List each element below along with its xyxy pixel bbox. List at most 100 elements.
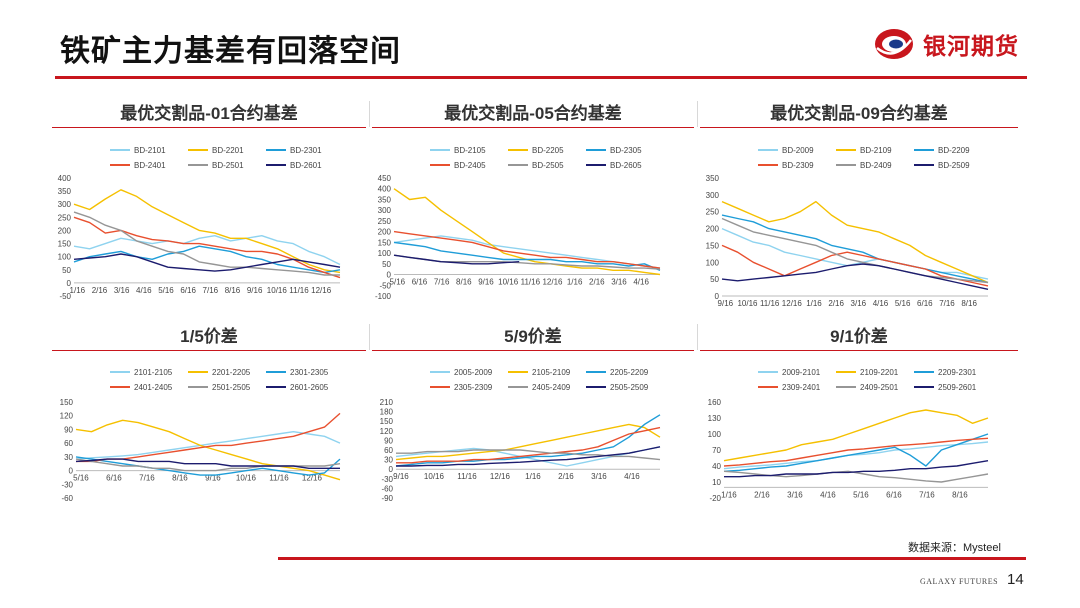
chart-panel-c5: 2005-2009 2105-2109 2205-2209 2305-2309 2405… (372, 358, 672, 538)
x-tick-label: 11/16 (457, 472, 477, 481)
y-tick-label: -50 (59, 292, 71, 301)
legend-label: 2209-2301 (938, 368, 977, 377)
y-tick-label: 150 (60, 398, 74, 407)
x-tick-label: 2/16 (754, 490, 770, 499)
series-line-BD-2101 (73, 235, 341, 266)
x-tick-label: 7/16 (203, 286, 219, 295)
x-tick-label: 6/16 (106, 474, 122, 483)
x-tick-label: 1/16 (70, 286, 86, 295)
y-tick-label: 50 (382, 260, 391, 269)
x-tick-label: 11/16 (760, 299, 780, 308)
y-tick-label: -50 (379, 281, 391, 290)
x-tick-label: 5/16 (73, 474, 89, 483)
y-tick-label: 350 (706, 174, 720, 183)
legend-label: 2505-2509 (610, 383, 649, 392)
series-line-BD-2201 (73, 189, 341, 274)
legend-label: BD-2605 (610, 161, 642, 170)
x-tick-label: 4/16 (820, 490, 836, 499)
y-tick-label: 400 (378, 185, 392, 194)
x-tick-label: 11/16 (521, 278, 541, 287)
y-tick-label: 100 (58, 253, 72, 262)
section-rule-3 (700, 126, 1018, 128)
x-tick-label: 9/16 (718, 299, 734, 308)
x-tick-label: 5/16 (158, 286, 174, 295)
chart-title-c6: 9/1价差 (700, 324, 1018, 350)
y-tick-label: 210 (380, 398, 394, 407)
section-separator (697, 324, 698, 350)
series-line-2209-2301 (723, 433, 989, 472)
legend-label: BD-2205 (532, 146, 564, 155)
y-tick-label: 50 (710, 275, 719, 284)
series-line-2309-2401 (723, 437, 989, 467)
series-line-BD-2501 (73, 211, 340, 276)
y-tick-label: 0 (715, 292, 720, 301)
company-logo: 银河期货 (873, 26, 1019, 62)
legend-label: BD-2305 (610, 146, 642, 155)
x-tick-label: 7/16 (434, 278, 450, 287)
y-tick-label: 60 (64, 439, 73, 448)
chart-title-c5: 5/9价差 (372, 324, 694, 350)
x-tick-label: 2/16 (92, 286, 108, 295)
y-tick-label: 250 (58, 213, 72, 222)
legend-label: BD-2601 (290, 161, 322, 170)
legend-label: BD-2409 (860, 161, 892, 170)
section-rule-4 (52, 349, 366, 351)
x-tick-label: 4/16 (633, 278, 649, 287)
legend-label: 2201-2205 (212, 368, 251, 377)
x-tick-label: 5/16 (895, 299, 911, 308)
y-tick-label: 70 (712, 446, 721, 455)
section-rule-2 (372, 126, 694, 128)
legend-label: BD-2301 (290, 146, 322, 155)
x-tick-label: 3/16 (787, 490, 803, 499)
x-tick-label: 7/16 (139, 474, 155, 483)
y-tick-label: 90 (64, 425, 73, 434)
chart-svg-c3: BD-2009 BD-2109 BD-2209 BD-2309 BD-2409 BD-25… (706, 146, 989, 308)
series-line-2009-2101 (723, 441, 989, 470)
series-line-BD-2305 (393, 241, 661, 271)
series-line-2509-2601 (724, 460, 989, 478)
y-tick-label: -90 (381, 494, 393, 503)
y-tick-label: 400 (58, 174, 72, 183)
x-tick-label: 5/16 (853, 490, 869, 499)
y-tick-label: 200 (58, 226, 72, 235)
x-tick-label: 8/16 (172, 474, 188, 483)
x-tick-label: 12/16 (490, 472, 511, 481)
x-tick-label: 9/16 (205, 474, 221, 483)
y-tick-label: 450 (378, 174, 392, 183)
chart-title-c4: 1/5价差 (52, 324, 366, 350)
chart-panel-c1: BD-2101 BD-2201 BD-2301 BD-2401 BD-2501 BD-26… (52, 136, 352, 356)
y-tick-label: 150 (58, 240, 72, 249)
y-tick-label: -60 (381, 484, 393, 493)
legend-label: 2205-2209 (610, 368, 649, 377)
y-tick-label: 120 (60, 412, 74, 421)
series-line-2205-2209 (395, 414, 661, 467)
x-tick-label: 1/16 (567, 278, 583, 287)
y-tick-label: 40 (712, 462, 721, 471)
series-line-BD-2509 (721, 263, 989, 290)
x-tick-label: 4/16 (136, 286, 152, 295)
chart-title-c3: 最优交割品-09合约基差 (700, 101, 1018, 127)
galaxy-logo-icon (875, 29, 913, 59)
y-tick-label: 0 (69, 467, 74, 476)
y-tick-label: -30 (381, 475, 393, 484)
x-tick-label: 3/16 (591, 472, 607, 481)
x-tick-label: 11/16 (269, 474, 289, 483)
chart-svg-c1: BD-2101 BD-2201 BD-2301 BD-2401 BD-2501 BD-26… (58, 146, 341, 301)
legend-label: 2105-2109 (532, 368, 571, 377)
series-line-2505-2509 (396, 446, 661, 467)
legend-label: BD-2401 (134, 161, 166, 170)
y-tick-label: -20 (709, 494, 721, 503)
x-tick-label: 12/16 (542, 278, 563, 287)
x-tick-label: 8/16 (952, 490, 968, 499)
legend-label: BD-2509 (938, 161, 970, 170)
legend-label: 2405-2409 (532, 383, 571, 392)
y-tick-label: 50 (62, 266, 71, 275)
x-tick-label: 3/16 (611, 278, 627, 287)
x-tick-label: 4/16 (873, 299, 889, 308)
footer-rule (278, 557, 1026, 560)
x-tick-label: 4/16 (624, 472, 640, 481)
footer-brand: GALAXY FUTURES (920, 577, 999, 586)
y-tick-label: 120 (380, 427, 394, 436)
y-tick-label: 250 (706, 208, 720, 217)
section-rule-1 (52, 126, 366, 128)
